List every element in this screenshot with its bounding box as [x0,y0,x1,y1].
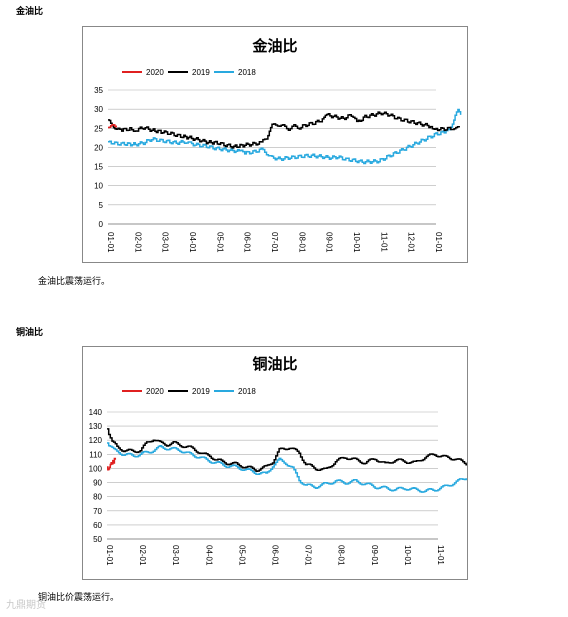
y-tick-label: 0 [99,220,104,229]
y-tick-label: 70 [93,507,102,516]
x-tick-label: 06-01 [271,545,280,566]
copper-oil-chart-svg: 铜油比 2020 2019 2018 50 60 70 80 90 100 110 120 130 140… [89,355,512,566]
watermark-text: 九鼎期货 [6,600,46,611]
series-line-2018 [107,432,512,493]
legend-label-2018: 2018 [238,387,256,396]
x-tick-label: 04-01 [204,545,213,566]
y-tick-label: 60 [93,521,102,530]
gold-oil-heading: 金油比 [16,7,44,17]
y-tick-label: 110 [89,450,102,459]
y-tick-label: 80 [93,493,102,502]
y-tick-label: 25 [94,124,103,133]
x-tick-label: 05-01 [215,232,224,253]
chart-title: 铜油比 [252,355,297,373]
series-line-2019 [108,111,460,149]
x-tick-label: 03-01 [171,545,180,566]
x-tick-label: 02-01 [138,545,147,566]
legend-label-2019: 2019 [192,68,210,77]
copper-oil-heading: 铜油比 [16,328,44,338]
legend-label-2020: 2020 [146,387,164,396]
legend-label-2019: 2019 [192,387,210,396]
y-tick-label: 35 [94,86,103,95]
x-tick-label: 02-01 [133,232,142,253]
x-tick-label: 09-01 [325,232,334,253]
series-line-2019 [107,428,505,472]
gold-oil-chart: 金油比 2020 2019 2018 0 5 10 15 20 25 30 35 01-01 02-01 0… [82,26,468,263]
x-tick-label: 04-01 [188,232,197,253]
x-tick-label: 12-01 [407,232,416,253]
gold-oil-chart-svg: 金油比 2020 2019 2018 0 5 10 15 20 25 30 35 01-01 02-01 0… [94,37,462,253]
legend-label-2020: 2020 [146,68,164,77]
x-tick-label: 11-01 [436,545,445,565]
series-line-2020 [107,457,117,471]
x-tick-label: 06-01 [243,232,252,253]
x-tick-label: 10-01 [403,545,412,566]
x-tick-label: 03-01 [161,232,170,253]
x-tick-label: 01-01 [105,545,114,566]
x-tick-label: 01-01 [434,232,443,253]
y-tick-label: 130 [89,422,103,431]
legend-label-2018: 2018 [238,68,256,77]
x-tick-label: 05-01 [237,545,246,566]
series-line-2020 [108,124,117,129]
chart-title: 金油比 [251,37,297,55]
x-tick-label: 08-01 [297,232,306,253]
y-tick-label: 20 [94,143,103,152]
x-tick-label: 10-01 [352,232,361,253]
y-tick-label: 10 [94,182,103,191]
y-tick-label: 140 [89,408,103,417]
copper-oil-caption: 铜油比价震荡运行。 [38,593,120,603]
y-tick-label: 100 [89,464,103,473]
copper-oil-chart: 铜油比 2020 2019 2018 50 60 70 80 90 100 110 120 130 140… [82,346,512,580]
y-tick-label: 50 [93,535,102,544]
y-tick-label: 5 [99,201,104,210]
y-tick-label: 15 [94,163,103,172]
x-tick-label: 09-01 [370,545,379,566]
watermark-logo: 九鼎期货 [6,596,46,611]
y-tick-label: 120 [89,436,103,445]
x-tick-label: 07-01 [304,545,313,566]
series-line-2018 [108,108,462,165]
y-tick-label: 90 [93,479,102,488]
x-tick-label: 07-01 [270,232,279,253]
x-tick-label: 01-01 [106,232,115,253]
x-tick-label: 11-01 [379,232,388,252]
y-tick-label: 30 [94,105,103,114]
x-tick-label: 08-01 [337,545,346,566]
gold-oil-caption-text: 金油比震荡运行。 [38,277,111,287]
